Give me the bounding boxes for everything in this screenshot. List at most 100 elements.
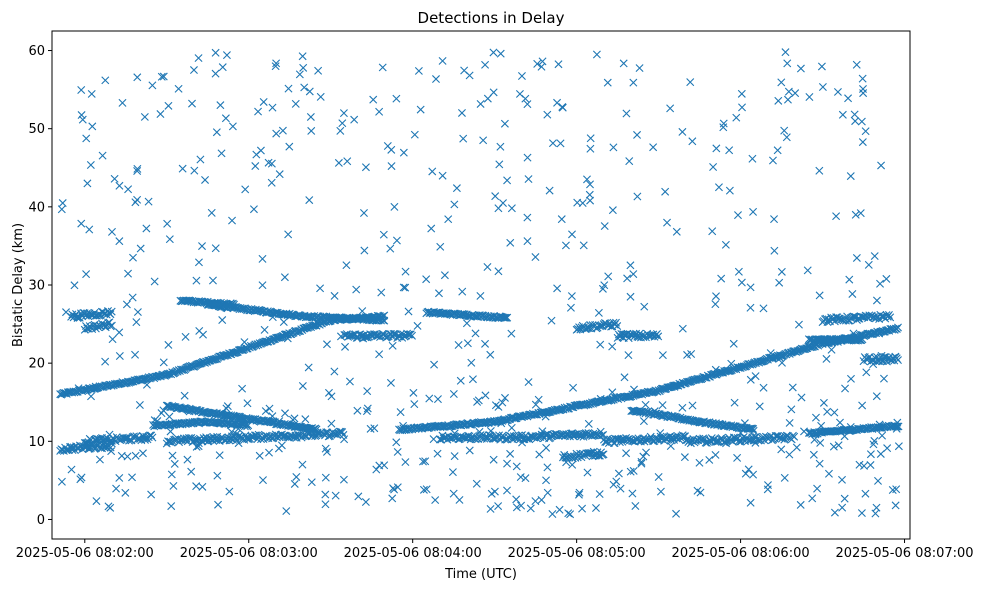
data-point [846, 374, 855, 383]
data-point [183, 455, 192, 464]
data-point [600, 222, 609, 231]
data-point [524, 378, 533, 387]
data-point [228, 216, 237, 225]
data-point [148, 433, 157, 442]
data-point [770, 246, 779, 255]
data-point [791, 89, 800, 98]
data-point [680, 453, 689, 462]
data-point [872, 503, 881, 512]
data-point [438, 56, 447, 65]
data-point [763, 481, 772, 490]
data-point [496, 142, 505, 151]
data-point [517, 72, 526, 81]
data-point [132, 318, 141, 327]
x-tick-label: 2025-05-06 08:04:00 [344, 546, 482, 561]
data-point [670, 382, 679, 391]
data-point [507, 329, 516, 338]
data-point [428, 167, 437, 176]
data-point [455, 495, 464, 504]
data-point [851, 210, 860, 219]
data-point [503, 313, 512, 322]
data-point [877, 161, 886, 170]
data-point [243, 434, 252, 443]
data-point [623, 274, 632, 283]
data-point [76, 309, 85, 318]
data-point [419, 457, 427, 466]
data-point [91, 382, 100, 391]
data-point [301, 415, 310, 424]
data-point [548, 510, 557, 519]
data-point [427, 224, 436, 233]
data-point [87, 89, 96, 98]
data-point [133, 164, 142, 173]
data-point [359, 209, 368, 217]
data-point [851, 117, 860, 126]
data-point [110, 174, 119, 183]
data-point [661, 187, 670, 196]
data-point [190, 166, 199, 175]
data-point [298, 381, 307, 390]
data-point [107, 307, 116, 316]
data-point [290, 479, 299, 488]
data-point [568, 230, 576, 239]
data-point [628, 489, 637, 498]
data-point [271, 62, 280, 71]
data-point [259, 97, 268, 106]
data-point [489, 48, 498, 57]
data-point [393, 447, 402, 456]
data-point [214, 500, 223, 509]
data-point [82, 270, 91, 279]
data-point [626, 261, 635, 270]
data-point [243, 399, 252, 408]
data-point [567, 292, 576, 301]
data-point [819, 398, 828, 407]
data-point [258, 254, 267, 263]
data-point [817, 421, 826, 430]
data-point [858, 138, 867, 147]
data-point [460, 433, 469, 442]
data-point [578, 504, 587, 513]
data-point [850, 110, 859, 119]
data-point [261, 407, 270, 416]
data-point [73, 314, 82, 323]
data-point [622, 449, 631, 458]
x-tick-label: 2025-05-06 08:02:00 [16, 546, 154, 561]
data-point [894, 442, 903, 451]
data-point [746, 283, 755, 292]
data-point [232, 430, 241, 439]
data-point [450, 200, 459, 209]
data-point [736, 428, 745, 437]
data-point [234, 439, 243, 448]
x-tick-label: 2025-05-06 08:05:00 [508, 546, 646, 561]
data-point [858, 335, 867, 344]
data-point [121, 434, 130, 443]
data-point [481, 339, 490, 348]
data-point [688, 137, 697, 146]
data-point [486, 350, 495, 359]
data-point [787, 405, 796, 414]
data-point [222, 404, 231, 413]
data-point [870, 436, 879, 445]
data-point [105, 430, 114, 439]
data-point [725, 186, 734, 195]
data-point [291, 99, 300, 108]
data-point [637, 457, 646, 466]
data-point [556, 139, 565, 148]
data-point [751, 372, 760, 381]
data-point [683, 350, 692, 359]
data-point [189, 66, 198, 75]
data-point [255, 451, 264, 460]
data-point [499, 199, 507, 208]
data-point [272, 129, 281, 138]
data-point [467, 433, 476, 442]
data-point [538, 427, 547, 436]
data-point [481, 60, 490, 69]
data-point [618, 437, 627, 446]
data-point [882, 274, 891, 283]
data-point [829, 442, 838, 451]
data-point [623, 435, 632, 444]
data-point [749, 207, 758, 216]
data-point [610, 439, 619, 448]
data-point [168, 451, 177, 460]
